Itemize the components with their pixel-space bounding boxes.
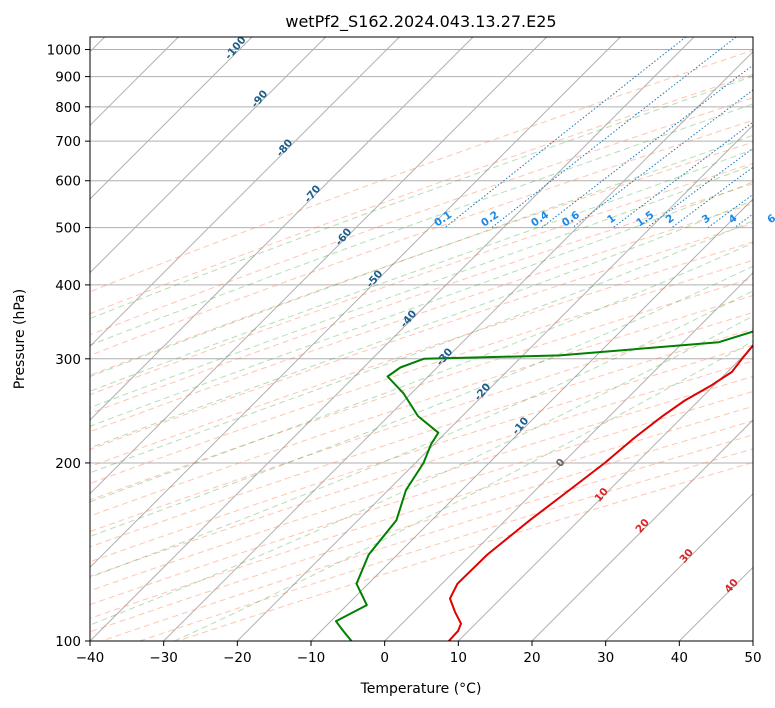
mixing-ratio-line (444, 37, 687, 228)
isotherm (531, 419, 753, 641)
y-tick-label: 200 (55, 456, 81, 472)
dry-adiabat (90, 375, 753, 592)
mixing-ratio-label: 6 (765, 212, 775, 226)
moist-adiabat (90, 220, 753, 474)
isotherm (605, 492, 753, 641)
x-tick-label: 40 (671, 650, 688, 666)
moist-adiabat (90, 315, 753, 626)
dry-adiabat (90, 360, 753, 577)
mixing-ratio-line (612, 121, 753, 228)
isotherm (90, 37, 695, 641)
y-axis-label: Pressure (hPa) (12, 289, 28, 389)
temperature-line (448, 343, 753, 641)
dry-adiabat (90, 141, 753, 376)
x-tick-label: −40 (76, 650, 105, 666)
isotherm (163, 50, 753, 641)
mixing-ratio-line (541, 64, 753, 228)
dry-adiabat (90, 97, 753, 336)
isotherm (90, 37, 400, 348)
dry-adiabat (90, 183, 753, 414)
y-tick-label: 800 (55, 100, 81, 116)
x-tick-label: 10 (450, 650, 467, 666)
x-tick-label: 20 (523, 650, 540, 666)
moist-adiabat (90, 164, 753, 409)
x-tick-label: −30 (149, 650, 178, 666)
isotherm (90, 37, 327, 274)
y-tick-label: 700 (55, 134, 81, 150)
isotherm (90, 37, 621, 569)
mixing-ratio-line (491, 37, 737, 228)
dewpoint-line (334, 330, 753, 641)
moist-adiabat (90, 75, 753, 320)
x-axis-label: Temperature (°C) (360, 681, 482, 697)
dry-adiabat (90, 162, 753, 396)
dry-adiabat (90, 241, 753, 468)
y-tick-label: 600 (55, 174, 81, 190)
isotherm (310, 198, 753, 641)
y-tick-label: 300 (55, 352, 81, 368)
plot-frame (89, 36, 754, 642)
dry-adiabat (90, 328, 753, 548)
y-tick-label: 900 (55, 70, 81, 86)
x-tick-label: −10 (297, 650, 326, 666)
dry-adiabat (178, 461, 753, 641)
isotherm (90, 37, 253, 200)
isotherm (90, 37, 548, 495)
y-tick-label: 500 (55, 221, 81, 237)
chart-title: wetPf2_S162.2024.043.13.27.E25 (285, 12, 556, 32)
dry-adiabat (90, 344, 753, 563)
isotherm (457, 345, 753, 641)
dry-adiabat (90, 222, 753, 450)
isotherm (384, 271, 753, 641)
y-tick-label: 100 (55, 634, 81, 650)
isotherm (236, 124, 753, 641)
x-tick-label: 30 (597, 650, 614, 666)
dry-adiabat (90, 203, 753, 433)
moist-adiabat (90, 290, 753, 578)
mixing-ratio-line (671, 166, 753, 229)
isotherm (90, 37, 474, 421)
dry-adiabat (90, 119, 753, 356)
x-tick-label: 50 (744, 650, 761, 666)
dry-adiabat (90, 390, 753, 606)
y-tick-label: 400 (55, 278, 81, 294)
x-tick-label: 0 (380, 650, 389, 666)
x-tick-label: −20 (223, 650, 252, 666)
y-tick-label: 1000 (47, 43, 81, 59)
